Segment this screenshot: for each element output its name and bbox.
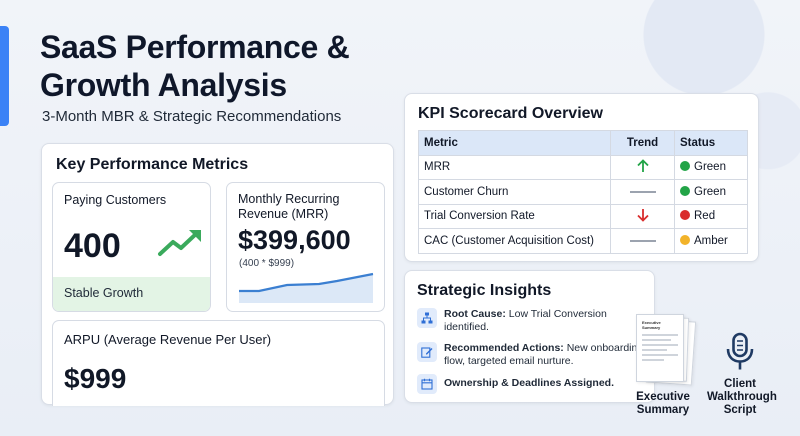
paying-customers-card: Paying Customers 400 Stable Growth — [52, 182, 211, 312]
table-row: MRR Green — [418, 154, 748, 180]
insight-item: Root Cause: Low Trial Conversion identif… — [417, 308, 645, 333]
strategic-insights-panel: Strategic Insights Root Cause: Low Trial… — [404, 270, 655, 403]
column-header-status: Status — [674, 130, 748, 156]
flat-trend-icon — [629, 190, 656, 193]
paying-customers-value: 400 — [64, 227, 121, 265]
arrow-up-icon — [636, 158, 649, 172]
status-dot — [680, 234, 690, 245]
kpi-scorecard-panel: KPI Scorecard Overview Metric Trend Stat… — [404, 93, 759, 262]
page-title: SaaS Performance & Growth Analysis — [40, 29, 350, 103]
executive-summary-caption: Executive Summary — [636, 391, 690, 416]
edit-icon — [417, 342, 437, 362]
executive-summary-document-icon: Executive Summary — [636, 314, 684, 382]
status-label: Red — [694, 210, 716, 223]
metric-cell: CAC (Customer Acquisition Cost) — [418, 228, 611, 254]
flat-trend-icon — [629, 239, 656, 242]
arpu-value: $999 — [64, 363, 127, 394]
insight-text: New onboarding flow, targeted email nurt… — [444, 342, 644, 367]
page-subtitle: 3-Month MBR & Strategic Recommendations — [42, 108, 342, 125]
column-header-trend: Trend — [610, 130, 675, 156]
trending-up-icon — [158, 230, 201, 256]
mrr-label: Monthly Recurring Revenue (MRR) — [238, 192, 340, 221]
kpi-scorecard-title: KPI Scorecard Overview — [418, 105, 603, 122]
paying-customers-label: Paying Customers — [64, 193, 167, 207]
mrr-sparkline — [239, 272, 374, 303]
metric-cell: Customer Churn — [418, 179, 611, 205]
insight-label: Recommended Actions: — [444, 342, 564, 354]
key-metrics-title: Key Performance Metrics — [56, 156, 249, 173]
status-label: Green — [694, 161, 726, 174]
insight-label: Root Cause: — [444, 308, 506, 320]
strategic-insights-title: Strategic Insights — [417, 282, 552, 299]
table-row: Customer Churn Green — [418, 179, 748, 205]
kpi-table: Metric Trend Status MRR Green Customer C… — [418, 130, 748, 254]
status-dot — [680, 161, 690, 172]
insight-label: Ownership & Deadlines Assigned. — [444, 377, 614, 389]
status-label: Amber — [694, 234, 728, 247]
insight-item: Ownership & Deadlines Assigned. — [417, 374, 645, 394]
arpu-label: ARPU (Average Revenue Per User) — [64, 332, 272, 347]
status-label: Green — [694, 185, 726, 198]
key-metrics-panel: Key Performance Metrics Paying Customers… — [41, 143, 394, 406]
document-heading: Executive Summary — [642, 320, 661, 330]
arpu-card: ARPU (Average Revenue Per User) $999 — [52, 320, 385, 406]
mrr-card: Monthly Recurring Revenue (MRR) $399,600… — [226, 182, 385, 312]
mrr-value: $399,600 — [238, 225, 351, 255]
mrr-formula: (400 * $999) — [239, 258, 295, 269]
paying-customers-footer: Stable Growth — [53, 277, 210, 311]
status-dot — [680, 210, 690, 221]
column-header-metric: Metric — [418, 130, 611, 156]
accent-bar — [0, 26, 9, 126]
table-row: Trial Conversion Rate Red — [418, 203, 748, 229]
insight-item: Recommended Actions: New onboarding flow… — [417, 342, 645, 367]
calendar-icon — [417, 374, 437, 394]
hierarchy-icon — [417, 308, 437, 328]
client-walkthrough-caption: Client Walkthrough Script — [707, 378, 777, 416]
microphone-icon — [726, 332, 754, 370]
arrow-down-icon — [636, 208, 649, 222]
status-dot — [680, 185, 690, 196]
insight-text: Low Trial Conversion identified. — [444, 308, 607, 333]
table-row: CAC (Customer Acquisition Cost) Amber — [418, 228, 748, 254]
metric-cell: MRR — [418, 154, 611, 180]
metric-cell: Trial Conversion Rate — [418, 203, 611, 229]
